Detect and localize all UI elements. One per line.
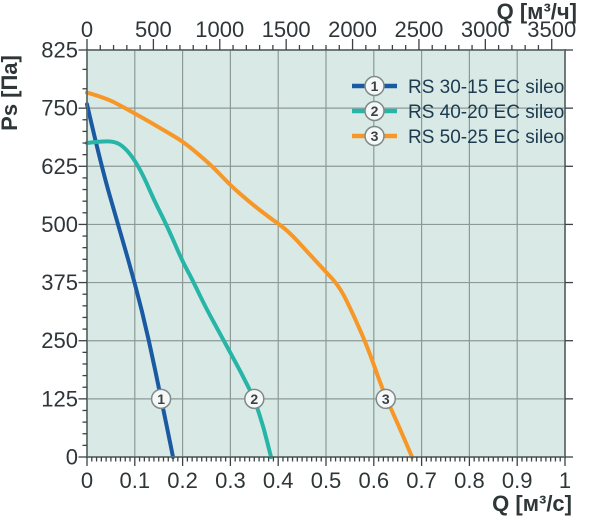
bottom-tick-label: 0	[81, 468, 93, 493]
curve-badge-number: 1	[157, 391, 165, 407]
curves	[85, 90, 414, 459]
curve-rs-50-25-ec-sileo	[85, 90, 414, 459]
left-tick-label: 500	[41, 212, 78, 237]
bottom-tick-label: 0.3	[215, 468, 246, 493]
top-tick-label: 1000	[195, 17, 244, 42]
curve-rs-30-15-ec-sileo	[85, 102, 175, 459]
left-tick-label: 375	[41, 270, 78, 295]
legend-badge-number: 3	[371, 128, 379, 144]
top-axis-title: Q [м³/ч]	[497, 0, 577, 24]
left-tick-label: 750	[41, 96, 78, 121]
curve-badge-3-icon	[375, 388, 396, 410]
legend-badge-1-icon	[364, 75, 385, 97]
legend-badge-3-icon	[364, 125, 385, 147]
legend-label: RS 30-15 EC sileo	[408, 77, 564, 98]
gridlines	[87, 50, 565, 457]
axis-ticks	[78, 39, 573, 466]
bottom-tick-label: 0.2	[167, 468, 198, 493]
legend-badge-2-icon	[364, 100, 385, 122]
legend-item: 1 RS 30-15 EC sileo	[352, 75, 564, 98]
legend-label: RS 50-25 EC sileo	[408, 127, 564, 148]
curve-badge-1-icon	[150, 388, 172, 410]
top-tick-label: 3500	[527, 17, 576, 42]
curve-rs-40-20-ec-sileo	[85, 139, 273, 459]
legend-item: 3 RS 50-25 EC sileo	[352, 125, 564, 148]
top-tick-label: 2000	[328, 17, 377, 42]
bottom-tick-label: 0.4	[263, 468, 294, 493]
bottom-tick-label: 1	[559, 468, 571, 493]
top-tick-label: 1500	[262, 17, 311, 42]
bottom-tick-label: 0.1	[120, 468, 151, 493]
legend-label: RS 40-20 EC sileo	[408, 102, 564, 123]
left-axis-title: Ps [Па]	[0, 55, 22, 131]
left-tick-label: 0	[66, 445, 78, 470]
bottom-axis-title: Q [м³/с]	[492, 491, 572, 516]
legend-badge-number: 1	[371, 78, 379, 94]
curve-markers: 1 2 3	[150, 388, 396, 410]
top-tick-label: 3000	[461, 17, 510, 42]
legend-badge-number: 2	[371, 103, 379, 119]
curve-badge-number: 3	[382, 391, 390, 407]
left-tick-label: 250	[41, 328, 78, 353]
left-tick-label: 825	[41, 38, 78, 63]
curve-badge-2-icon	[244, 388, 265, 410]
top-tick-label: 0	[81, 17, 93, 42]
bottom-tick-label: 0.7	[406, 468, 437, 493]
top-tick-label: 2500	[394, 17, 443, 42]
bottom-tick-label: 0.5	[311, 468, 342, 493]
left-tick-label: 625	[41, 154, 78, 179]
legend-item: 2 RS 40-20 EC sileo	[352, 100, 564, 123]
left-tick-label: 125	[41, 386, 78, 411]
bottom-tick-label: 0.8	[454, 468, 485, 493]
legend: 1 RS 30-15 EC sileo 2 RS 40-20 EC sileo …	[352, 75, 564, 148]
curve-badge-number: 2	[250, 391, 258, 407]
top-tick-label: 500	[135, 17, 172, 42]
bottom-tick-label: 0.9	[502, 468, 533, 493]
bottom-tick-label: 0.6	[359, 468, 390, 493]
